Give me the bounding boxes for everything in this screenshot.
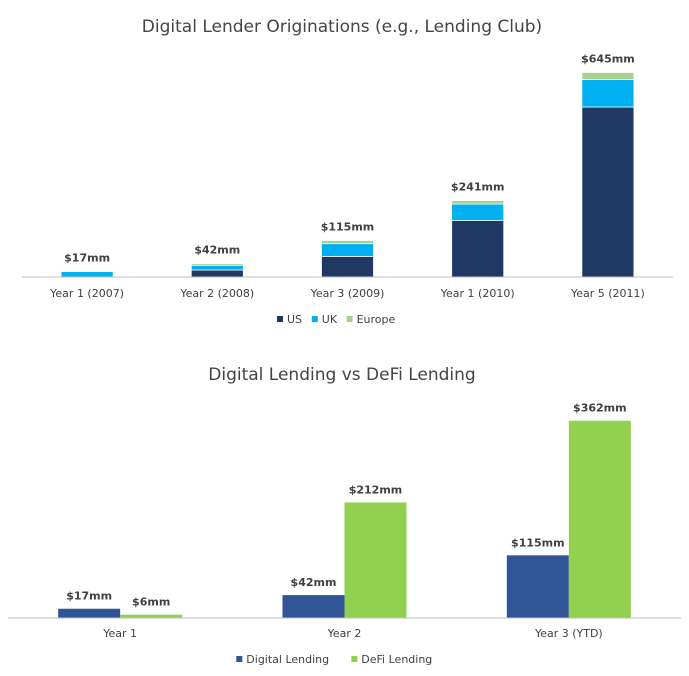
- chart1-total-labels: $17mm $42mm $115mm $241mm $645mm: [64, 52, 635, 264]
- chart1-bars: [60, 72, 635, 278]
- data-label-defi-lending-year-2: $212mm: [349, 483, 403, 496]
- legend-swatch-uk: [311, 316, 318, 322]
- chart2-tick-labels: Year 1 Year 2 Year 3 (YTD): [102, 627, 602, 640]
- bar-defi-lending-year-3-ytd: [568, 420, 631, 618]
- total-label-year-1-2010: $241mm: [451, 181, 505, 194]
- chart2-data-labels: $17mm $6mm $42mm $212mm $115mm $362mm: [66, 402, 626, 609]
- data-label-digital-lending-year-3-ytd: $115mm: [511, 536, 565, 549]
- x-tick-year-2: Year 2: [327, 627, 362, 640]
- bar-uk-year-5-2011: [581, 79, 635, 108]
- legend-label-us: US: [287, 313, 302, 326]
- digital-vs-defi-chart: Digital Lending vs DeFi Lending Year 1 Ye…: [8, 365, 681, 666]
- bar-uk-year-2-2008: [190, 264, 244, 271]
- total-label-year-3-2009: $115mm: [321, 221, 375, 234]
- bar-europe-year-2-2008: [190, 263, 244, 266]
- bar-uk-year-1-2010: [451, 203, 505, 221]
- x-tick-year-1-2010: Year 1 (2010): [440, 287, 515, 300]
- x-tick-year-3-2009: Year 3 (2009): [310, 287, 385, 300]
- legend-label-digital-lending: Digital Lending: [246, 653, 329, 666]
- x-tick-year-2-2008: Year 2 (2008): [179, 287, 254, 300]
- bar-digital-lending-year-3-ytd: [506, 555, 569, 618]
- bar-us-year-5-2011: [581, 106, 635, 278]
- data-label-defi-lending-year-3-ytd: $362mm: [573, 402, 627, 415]
- originations-chart: Digital Lender Originations (e.g., Lendi…: [22, 17, 673, 326]
- bar-us-year-1-2010: [451, 220, 505, 278]
- bar-uk-year-3-2009: [321, 243, 374, 257]
- bar-digital-lending-year-1: [58, 608, 121, 618]
- chart1-title: Digital Lender Originations (e.g., Lendi…: [142, 17, 542, 37]
- chart2-title: Digital Lending vs DeFi Lending: [208, 365, 475, 385]
- bar-us-year-2-2008: [190, 269, 244, 278]
- bar-europe-year-3-2009: [321, 240, 374, 245]
- total-label-year-5-2011: $645mm: [581, 52, 635, 65]
- legend-label-europe: Europe: [357, 313, 396, 326]
- bar-europe-year-1-2010: [451, 200, 505, 205]
- legend-label-defi-lending: DeFi Lending: [361, 653, 432, 666]
- x-tick-year-3-ytd: Year 3 (YTD): [534, 627, 603, 640]
- bar-defi-lending-year-2: [344, 502, 407, 618]
- x-tick-year-1: Year 1: [102, 627, 137, 640]
- total-label-year-1-2007: $17mm: [64, 252, 110, 265]
- x-tick-year-1-2007: Year 1 (2007): [49, 287, 124, 300]
- bar-uk-year-1-2007: [60, 271, 114, 278]
- chart1-tick-labels: Year 1 (2007) Year 2 (2008) Year 3 (2009) Y…: [49, 287, 645, 300]
- legend-label-uk: UK: [322, 313, 338, 326]
- data-label-defi-lending-year-1: $6mm: [132, 596, 170, 609]
- legend-swatch-europe: [346, 316, 353, 322]
- bar-digital-lending-year-2: [282, 595, 345, 618]
- chart2-legend: Digital Lending DeFi Lending: [236, 653, 432, 666]
- chart2-bars: [58, 420, 631, 618]
- data-label-digital-lending-year-2: $42mm: [291, 576, 337, 589]
- x-tick-year-5-2011: Year 5 (2011): [570, 287, 645, 300]
- bar-defi-lending-year-1: [120, 614, 183, 618]
- chart1-legend: US UK Europe: [277, 313, 396, 326]
- legend-swatch-digital-lending: [236, 656, 243, 662]
- legend-swatch-defi-lending: [351, 656, 358, 662]
- data-label-digital-lending-year-1: $17mm: [66, 590, 112, 603]
- legend-swatch-us: [277, 316, 283, 322]
- bar-europe-year-5-2011: [581, 72, 635, 80]
- bar-us-year-3-2009: [321, 256, 374, 278]
- total-label-year-2-2008: $42mm: [194, 244, 240, 257]
